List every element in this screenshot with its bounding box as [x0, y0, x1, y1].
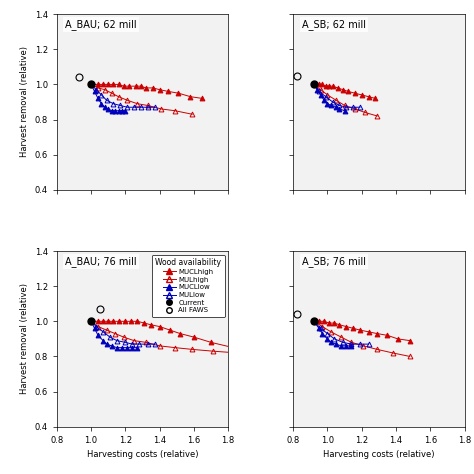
- Text: A_SB; 76 mill: A_SB; 76 mill: [302, 256, 366, 267]
- Y-axis label: Harvest removal (relative): Harvest removal (relative): [20, 283, 29, 394]
- Text: A_SB; 62 mill: A_SB; 62 mill: [302, 19, 366, 30]
- Y-axis label: Harvest removal (relative): Harvest removal (relative): [20, 46, 29, 157]
- X-axis label: Harvesting costs (relative): Harvesting costs (relative): [323, 450, 435, 459]
- Text: A_BAU; 62 mill: A_BAU; 62 mill: [65, 19, 137, 30]
- Text: A_BAU; 76 mill: A_BAU; 76 mill: [65, 256, 137, 267]
- X-axis label: Harvesting costs (relative): Harvesting costs (relative): [87, 450, 198, 459]
- Legend: MUCLhigh, MULhigh, MUCLlow, MULlow, Current, All FAWS: MUCLhigh, MULhigh, MUCLlow, MULlow, Curr…: [152, 255, 225, 317]
